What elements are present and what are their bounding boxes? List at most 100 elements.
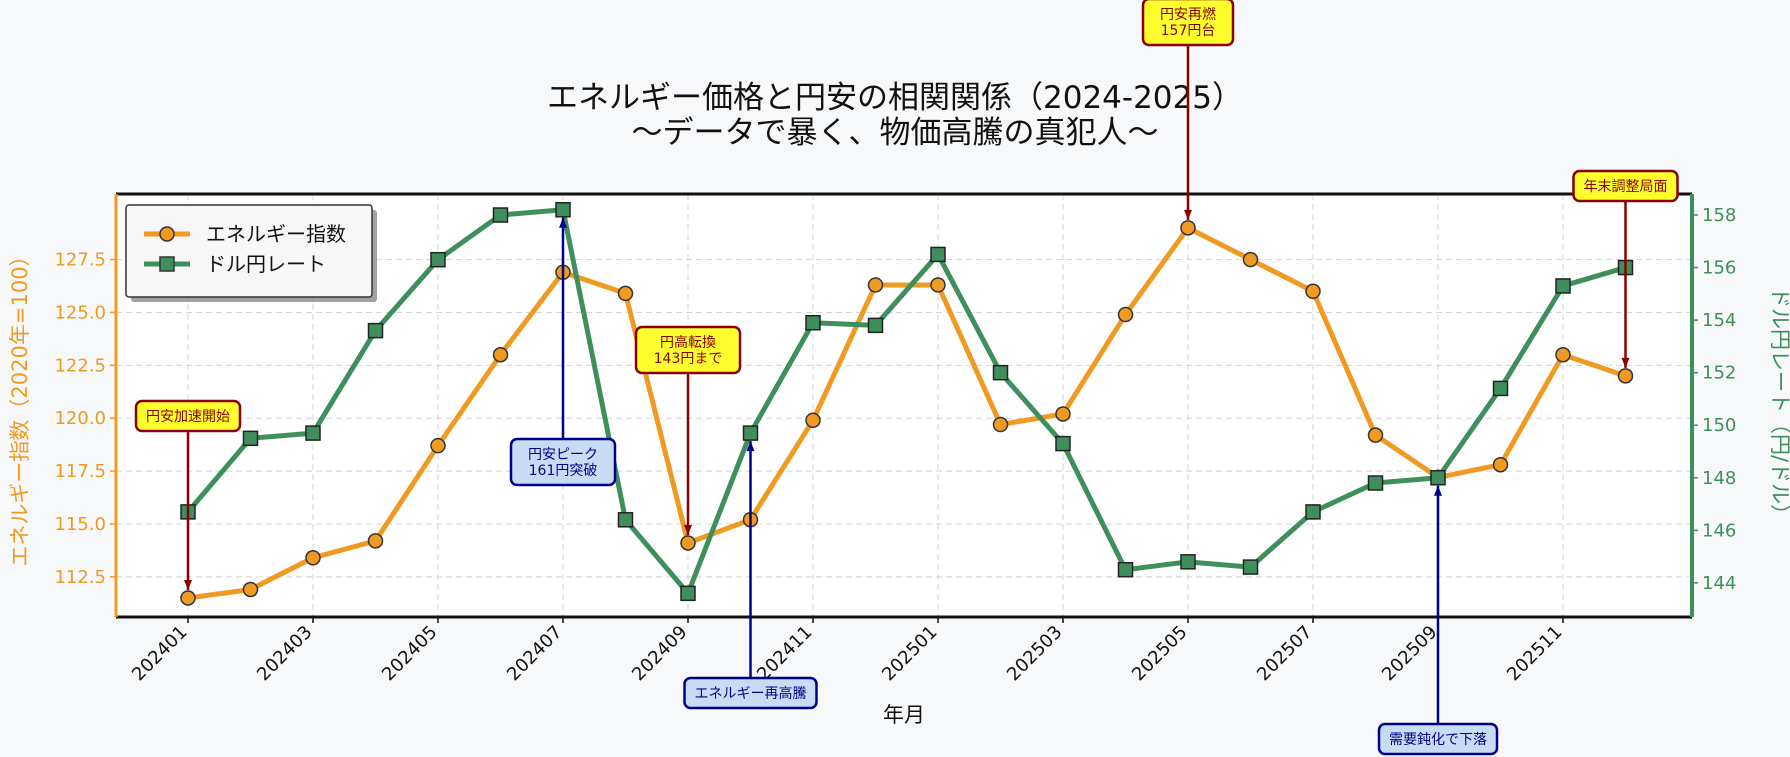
energy-point (367, 533, 384, 549)
annotation-text: 161円突破 (529, 463, 598, 479)
energy-point (1117, 306, 1134, 323)
usdjpy-point (1242, 559, 1259, 575)
energy-point (1242, 251, 1259, 268)
energy-point (1555, 346, 1571, 363)
annotation-text: 年末調整局面 (1584, 179, 1668, 195)
usdjpy-point (242, 430, 259, 447)
y-tick-label-left: 125.0 (54, 302, 106, 323)
y-tick-label-left: 127.5 (54, 250, 106, 271)
x-tick-label: 202411 (753, 622, 816, 685)
y-tick-label-left: 112.5 (54, 567, 106, 588)
annotation-box (1141, 0, 1235, 47)
plot-frame (114, 192, 1694, 619)
annotation-box (1377, 722, 1499, 756)
annotation-text: 円高転換 (660, 334, 716, 351)
annotation-arrowhead (184, 579, 192, 590)
legend: エネルギー指数 ドル円レート (125, 204, 377, 302)
usdjpy-point (305, 425, 321, 441)
energy-point (992, 416, 1009, 433)
x-tick-label: 202407 (503, 622, 566, 685)
annotation-box (683, 676, 818, 710)
series-markers (180, 202, 1634, 606)
x-tick-label: 202401 (128, 622, 191, 685)
energy-point (1180, 220, 1196, 236)
annotation-box (509, 437, 617, 487)
usdjpy-point (867, 317, 884, 334)
energy-point (805, 412, 821, 429)
annotation-text: 157円台 (1161, 23, 1216, 39)
annotation-arrowhead (1434, 485, 1442, 496)
usdjpy-point (430, 251, 446, 268)
y-tick-label-right: 154 (1702, 310, 1736, 331)
annotation-arrowhead (746, 441, 755, 452)
y-tick-label-right: 148 (1702, 468, 1736, 489)
annotation-box (134, 399, 242, 433)
usdjpy-point (1555, 278, 1571, 294)
y-tick-label-right: 152 (1702, 363, 1736, 384)
usdjpy-point (492, 207, 509, 223)
annotation-arrowhead (684, 524, 692, 535)
usdjpy-point (930, 246, 946, 263)
legend-label-usdjpy: ドル円レート (206, 252, 326, 276)
x-tick-label: 202403 (253, 622, 316, 685)
energy-point (617, 285, 634, 302)
legend-label-energy: エネルギー指数 (206, 222, 346, 246)
annotation-arrowhead (1184, 209, 1192, 220)
y-tick-label-right: 146 (1702, 520, 1736, 541)
energy-point (430, 437, 446, 454)
y-axis-label-right: ドル円レート（円/ドル） (1768, 287, 1790, 525)
energy-point (867, 277, 884, 293)
x-tick-label: 202505 (1128, 622, 1191, 685)
annotation-text: 需要鈍化で下落 (1389, 732, 1487, 748)
y-tick-label-right: 158 (1702, 205, 1736, 226)
x-tick-label: 202509 (1378, 622, 1441, 685)
y-tick-label-left: 117.5 (54, 461, 106, 482)
annotation-box (634, 325, 742, 375)
energy-line (187, 225, 1627, 601)
usdjpy-point (367, 322, 384, 339)
annotation-text: 円安再燃 (1160, 6, 1216, 23)
annotation-text: 円安加速開始 (146, 409, 230, 425)
annotation-text: 143円まで (654, 351, 723, 367)
y-tick-label-left: 120.0 (54, 408, 106, 429)
usdjpy-point (617, 512, 634, 528)
usdjpy-point (1305, 504, 1321, 520)
usdjpy-point (1180, 554, 1196, 570)
usdjpy-point (805, 314, 821, 331)
usdjpy-point (1492, 380, 1509, 397)
chart-title: エネルギー価格と円安の相関関係（2024-2025） (547, 80, 1243, 116)
usdjpy-point (1430, 470, 1446, 486)
annotation-text: 円安ピーク (528, 447, 598, 463)
energy-point (680, 535, 696, 551)
usdjpy-point (1367, 475, 1384, 491)
annotation-text: エネルギー再高騰 (695, 685, 807, 702)
energy-point (1617, 368, 1634, 384)
y-tick-label-right: 150 (1702, 415, 1736, 436)
usdjpy-point (742, 425, 759, 441)
energy-point (930, 277, 946, 293)
y-tick-label-left: 122.5 (54, 355, 106, 376)
y-tick-label-right: 156 (1702, 258, 1736, 279)
usdjpy-point (992, 364, 1009, 381)
annotation-arrowhead (1621, 357, 1630, 368)
x-tick-label: 202405 (378, 622, 441, 685)
series-lines (186, 207, 1627, 601)
annotation-box (1572, 169, 1679, 203)
energy-point (1055, 406, 1071, 422)
x-tick-label: 202511 (1503, 622, 1566, 685)
x-tick-label: 202501 (878, 622, 941, 685)
x-tick-label: 202507 (1253, 622, 1316, 685)
energy-point (492, 346, 509, 363)
energy-point (180, 590, 196, 606)
usdjpy-point (680, 585, 696, 602)
legend-marker-usdjpy (159, 256, 175, 272)
x-tick-label: 202503 (1003, 622, 1066, 685)
energy-point (1492, 456, 1509, 473)
chart-subtitle: 〜データで暴く、物価高騰の真犯人〜 (632, 115, 1159, 151)
legend-marker-energy (159, 226, 175, 242)
usdjpy-line (186, 207, 1627, 596)
usdjpy-point (1055, 435, 1071, 452)
usdjpy-point (1117, 561, 1134, 578)
